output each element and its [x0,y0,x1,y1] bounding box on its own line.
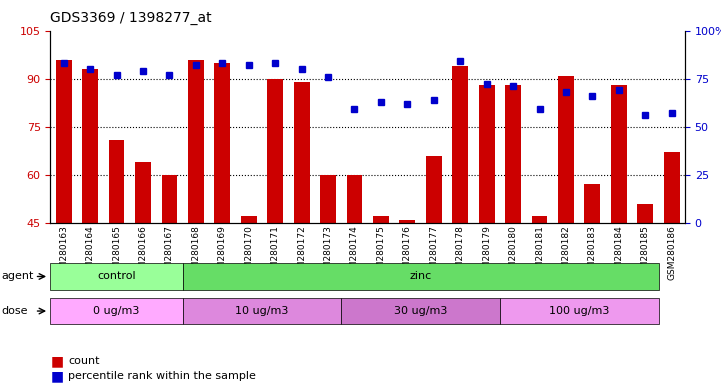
Bar [426,156,442,223]
Bar [267,79,283,223]
Text: 30 ug/m3: 30 ug/m3 [394,306,447,316]
Text: agent: agent [1,271,34,281]
Bar [373,216,389,223]
Bar [82,69,98,223]
Text: control: control [97,271,136,281]
Text: ■: ■ [50,354,63,368]
Bar [664,152,680,223]
Bar [479,85,495,223]
Bar [505,85,521,223]
Text: 10 ug/m3: 10 ug/m3 [235,306,288,316]
Text: GDS3369 / 1398277_at: GDS3369 / 1398277_at [50,11,212,25]
Bar [347,175,363,223]
Bar [399,220,415,223]
Bar [585,184,601,223]
Bar [56,60,71,223]
Text: count: count [68,356,100,366]
Bar [558,76,574,223]
Text: 100 ug/m3: 100 ug/m3 [549,306,609,316]
Bar [135,162,151,223]
Bar [611,85,627,223]
Text: dose: dose [1,306,28,316]
Bar [452,66,468,223]
Bar [214,63,230,223]
Text: ■: ■ [50,369,63,383]
Text: 0 ug/m3: 0 ug/m3 [94,306,140,316]
Text: percentile rank within the sample: percentile rank within the sample [68,371,257,381]
Bar [188,60,204,223]
Bar [241,216,257,223]
Bar [293,82,309,223]
Text: zinc: zinc [410,271,432,281]
Bar [637,204,653,223]
Bar [109,139,125,223]
Bar [320,175,336,223]
Bar [162,175,177,223]
Bar [531,216,547,223]
